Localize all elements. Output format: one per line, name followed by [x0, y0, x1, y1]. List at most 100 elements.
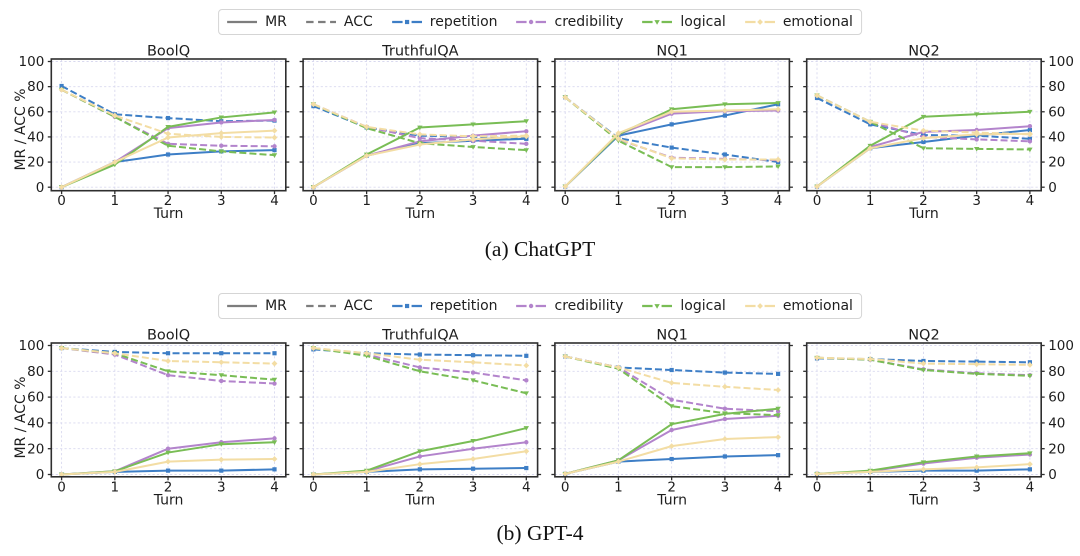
marker-acc-repetition: [669, 367, 674, 373]
series-group: [310, 101, 530, 191]
series-line-acc-credibility: [564, 96, 779, 162]
marker-mr-repetition: [921, 139, 926, 145]
y-tick-label-left: 40: [27, 416, 44, 432]
subplot-title: BoolQ: [147, 44, 190, 60]
marker-acc-logical: [973, 146, 980, 152]
marker-mr-repetition: [524, 465, 529, 471]
marker-acc-credibility: [524, 378, 529, 383]
marker-acc-credibility: [272, 144, 277, 149]
marker-mr-emotional: [920, 466, 927, 473]
marker-mr-logical: [417, 449, 423, 454]
legend-sample-acc: [305, 304, 336, 308]
marker-acc-repetition: [165, 115, 171, 121]
x-tick-label: 3: [721, 480, 730, 496]
marker-mr-emotional: [523, 448, 530, 455]
marker-acc-logical: [722, 411, 728, 416]
legend-sample-mr: [227, 20, 258, 24]
marker-acc-emotional: [775, 387, 781, 393]
marker-mr-repetition: [417, 467, 422, 472]
marker-mr-logical: [165, 450, 171, 456]
marker-mr-logical: [112, 162, 118, 168]
x-tick-label: 0: [813, 480, 822, 496]
series-group: [814, 354, 1033, 477]
marker-mr-logical: [523, 119, 529, 124]
marker-mr-repetition: [1027, 127, 1032, 133]
marker-acc-emotional: [363, 123, 370, 130]
x-tick-label: 1: [614, 480, 623, 496]
subplot-title: NQ2: [908, 44, 940, 60]
subplot-nq1-gpt4: 0 1 2 3 4 NQ1 Turn: [551, 328, 793, 508]
marker-acc-logical: [363, 353, 370, 359]
subplot-title: TruthfulQA: [381, 44, 458, 60]
series-line-mr-logical: [61, 111, 275, 189]
y-tick-label-right: 20: [1048, 441, 1065, 457]
subplot-nq1-chatgpt: 0 1 2 3 4 NQ1 Turn: [551, 44, 793, 222]
legend-item-mr: MR: [227, 15, 287, 29]
series-group: [562, 94, 781, 190]
marker-mr-emotional: [271, 456, 278, 462]
marker-acc-logical: [470, 145, 476, 150]
marker-mr-logical: [722, 102, 728, 107]
legend-item-mr: MR: [227, 299, 287, 313]
x-tick-label: 0: [813, 193, 822, 209]
marker-acc-credibility: [974, 137, 979, 142]
legend-item-emotional: emotional: [744, 299, 853, 313]
marker-acc-repetition: [722, 152, 727, 157]
marker-acc-emotional: [416, 131, 423, 138]
marker-mr-emotional: [973, 464, 980, 471]
marker-acc-repetition: [776, 371, 781, 376]
marker-acc-repetition: [59, 83, 64, 89]
x-tick-label: 3: [721, 193, 730, 209]
marker-acc-logical: [1027, 147, 1033, 153]
marker-mr-repetition: [272, 148, 277, 153]
marker-mr-emotional: [470, 456, 476, 462]
grid: [303, 59, 538, 191]
series-group: [58, 345, 278, 478]
y-tick-label-right: 0: [1048, 180, 1057, 196]
marker-mr-credibility: [722, 416, 728, 422]
x-tick-label: 4: [270, 480, 279, 496]
marker-acc-emotional: [218, 359, 225, 366]
y-tick-label-right: 60: [1048, 104, 1065, 120]
x-tick-label: 3: [469, 480, 478, 496]
axis-ticks: [803, 60, 1045, 195]
marker-acc-emotional: [814, 92, 820, 99]
marker-mr-emotional: [668, 443, 675, 450]
marker-acc-logical: [920, 146, 927, 151]
marker-mr-emotional: [165, 134, 171, 141]
y-tick-label-right: 40: [1048, 416, 1065, 432]
marker-mr-repetition: [669, 456, 674, 462]
axes-spines: [50, 58, 287, 192]
marker-mr-logical: [920, 460, 927, 465]
marker-mr-repetition: [722, 454, 727, 459]
marker-acc-emotional: [721, 383, 728, 390]
marker-acc-emotional: [58, 86, 65, 93]
marker-mr-emotional: [271, 127, 278, 134]
x-tick-label: 4: [522, 193, 531, 209]
marker-mr-logical: [470, 122, 476, 128]
marker-acc-emotional: [218, 134, 225, 140]
marker-mr-emotional: [111, 469, 118, 475]
x-tick-label: 4: [774, 193, 783, 209]
marker-mr-logical: [775, 101, 781, 106]
caption-chatgpt: (a) ChatGPT: [484, 237, 596, 261]
marker-acc-logical: [417, 369, 423, 374]
legend-item-credibility: credibility: [516, 299, 623, 313]
legend-marker-diamond: [756, 303, 763, 309]
legend-sample-credibility: [516, 303, 547, 309]
marker-acc-logical: [920, 368, 927, 373]
y-tick-label-left: 0: [36, 180, 45, 196]
marker-acc-repetition: [669, 145, 674, 150]
marker-mr-emotional: [562, 183, 569, 190]
marker-mr-logical: [470, 439, 476, 444]
x-axis-label: Turn: [908, 492, 939, 508]
marker-acc-credibility: [669, 397, 674, 402]
marker-mr-emotional: [867, 469, 874, 475]
x-tick-label: 3: [217, 193, 226, 209]
marker-mr-logical: [668, 422, 675, 427]
x-tick-label: 2: [416, 480, 425, 496]
marker-acc-emotional: [562, 353, 569, 360]
marker-acc-emotional: [1027, 361, 1033, 368]
marker-acc-logical: [165, 369, 171, 374]
